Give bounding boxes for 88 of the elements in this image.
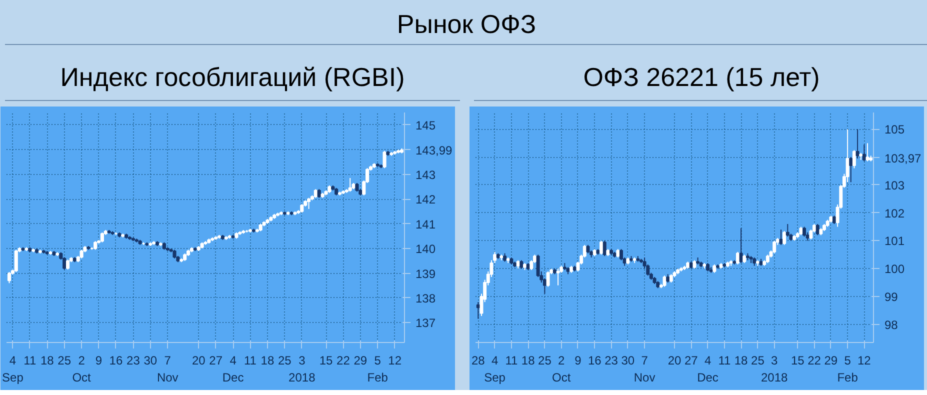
candlestick: [602, 240, 606, 257]
x-tick-label: 27: [209, 354, 223, 368]
x-tick-label: 4 Sep: [2, 354, 24, 384]
y-tick-label: 99: [884, 290, 898, 304]
text: Рынок ОФЗ: [396, 8, 536, 41]
candlestick: [7, 272, 12, 284]
x-tick-label: 23: [126, 354, 140, 368]
candlestick: [382, 150, 386, 169]
y-tick-label: 101: [884, 234, 905, 248]
candlestick: [348, 178, 352, 192]
x-tick-label: 20: [668, 354, 682, 368]
x-tick-label: 18: [260, 354, 274, 368]
x-tick-label: 11: [24, 354, 36, 368]
y-tick-label: 140: [416, 242, 436, 256]
x-tick-label: 12: [858, 354, 872, 368]
x-tick-label: 7 Nov: [634, 354, 656, 384]
y-tick-label: 138: [416, 291, 436, 306]
candlestick: [782, 230, 786, 246]
x-tick-label: 30: [144, 354, 158, 368]
x-tick-label: 16: [109, 354, 123, 368]
x-tick-label: 25: [751, 354, 765, 368]
candlestick: [306, 197, 311, 210]
x-tick-label: 11: [244, 354, 257, 368]
candlestick: [736, 251, 740, 265]
x-tick-label: 4 Sep: [484, 354, 506, 384]
y-tick-label: 98: [884, 318, 898, 332]
candlestick: [600, 240, 604, 256]
candlestick: [849, 156, 853, 183]
candlestick: [772, 240, 776, 254]
y-tick-label: 103,97: [884, 151, 922, 166]
x-tick-label: 16: [588, 354, 602, 368]
x-tick-label: 20: [192, 354, 206, 368]
candlestick: [802, 226, 806, 238]
candlestick: [556, 268, 560, 286]
x-tick-label: 11: [718, 354, 731, 368]
x-tick-label: 18: [521, 354, 536, 368]
candlestick: [862, 144, 866, 162]
y-tick-label: 139: [416, 266, 436, 281]
x-tick-label: 25: [58, 354, 72, 368]
x-tick-label: 7 Nov: [156, 354, 178, 384]
x-tick-label: 30: [621, 354, 635, 368]
x-tick-label: 25: [278, 354, 292, 368]
x-tick-label: 27: [684, 354, 698, 368]
candlestick: [739, 228, 743, 264]
x-tick-label: 25: [538, 354, 552, 368]
x-tick-label: 22: [336, 354, 350, 368]
x-tick-label: 28: [471, 354, 486, 368]
x-tick-label: 9: [574, 354, 582, 368]
candlestick: [546, 270, 550, 288]
y-tick-label: 143: [416, 168, 436, 182]
x-tick-label: 23: [604, 354, 618, 368]
x-tick-label: 29: [824, 354, 838, 368]
x-tick-label: 9: [95, 354, 102, 368]
candlestick: [816, 224, 820, 236]
x-tick-label: 4 Dec: [222, 354, 244, 384]
x-tick-label: 22: [808, 354, 822, 368]
y-tick-label: 142: [416, 192, 436, 207]
chart-title: ОФЗ 26221 (15 лет): [583, 60, 820, 94]
candlestick: [66, 259, 70, 270]
candlestick: [779, 229, 783, 246]
candlestick: [662, 275, 666, 288]
candlestick: [100, 232, 104, 243]
y-tick-label: 100: [884, 262, 905, 276]
x-tick-label: 18: [734, 354, 748, 368]
candlestick: [786, 224, 790, 238]
candlestick: [852, 150, 856, 169]
x-tick-label: 2 Oct: [72, 354, 92, 384]
y-tick-label: 143,99: [416, 143, 453, 158]
x-tick-label: 15: [319, 354, 333, 368]
y-tick-label: 102: [884, 206, 905, 220]
chart-title: Индекс гособлигаций (RGBI): [60, 60, 405, 94]
x-tick-label: 5 Feb: [367, 354, 388, 384]
candlestick: [14, 249, 18, 273]
x-tick-label: 2 Oct: [552, 354, 572, 384]
y-tick-label: 145: [416, 118, 436, 132]
y-tick-label: 103: [884, 178, 905, 192]
x-tick-label: 18: [40, 354, 54, 368]
x-tick-label: 5 Feb: [837, 354, 858, 384]
candlestick: [866, 142, 870, 162]
candlestick: [856, 128, 860, 159]
x-tick-label: 29: [354, 354, 368, 368]
x-tick-label: 12: [388, 354, 402, 368]
y-tick-label: 141: [416, 217, 436, 232]
x-tick-label: 4 Dec: [697, 354, 718, 384]
x-tick-label: 15: [790, 354, 805, 368]
x-tick-label: 11: [505, 354, 518, 368]
y-tick-label: 137: [416, 316, 436, 330]
y-tick-label: 105: [884, 122, 905, 137]
